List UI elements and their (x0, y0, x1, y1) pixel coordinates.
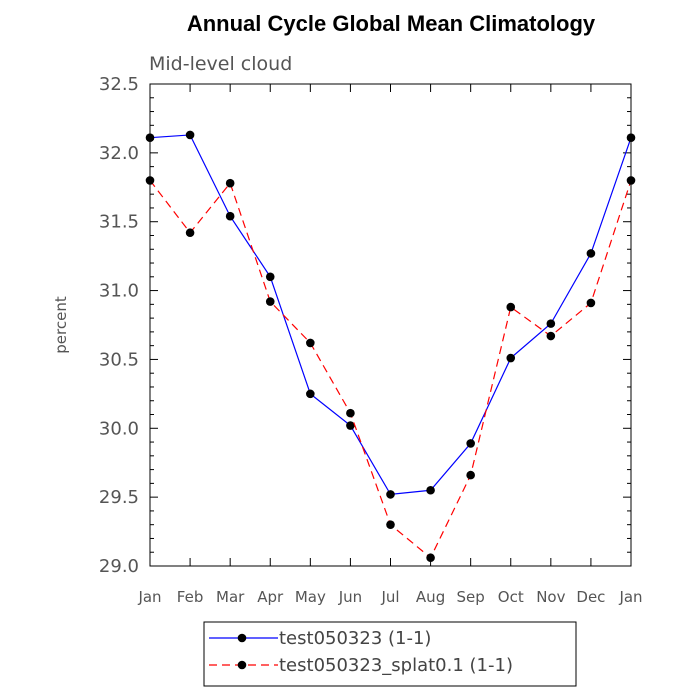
y-tick-label: 31.5 (99, 212, 139, 233)
chart-subtitle: Mid-level cloud (149, 53, 292, 75)
x-tick-label: Nov (536, 588, 565, 606)
data-point (185, 228, 195, 238)
x-tick-label: Oct (498, 588, 524, 606)
data-point (506, 302, 516, 312)
x-tick-label: Jan (137, 588, 161, 606)
data-point (145, 133, 155, 143)
data-point (265, 297, 275, 306)
y-tick-label: 32.0 (99, 143, 139, 164)
data-point (426, 485, 435, 495)
chart-title: Annual Cycle Global Mean Climatology (187, 11, 596, 36)
data-point (626, 176, 636, 185)
legend: test050323 (1-1) test050323_splat0.1 (1-1… (203, 621, 577, 687)
data-point (506, 353, 516, 363)
data-point (426, 553, 435, 563)
legend-marker-2 (237, 660, 247, 670)
x-tick-label: Jan (618, 588, 642, 606)
axes: 29.0 29.5 30.0 30.5 31.0 31.5 32.0 32.5 Jan Feb Ma… (99, 74, 643, 606)
data-point (306, 389, 315, 399)
y-tick-label: 32.5 (99, 74, 139, 95)
y-tick-label: 30.5 (99, 349, 139, 370)
data-point (145, 176, 155, 185)
data-point (386, 520, 395, 529)
x-tick-label: Mar (216, 588, 245, 606)
data-point (586, 249, 596, 258)
data-point (225, 178, 235, 188)
x-tick-label: Jul (380, 588, 399, 606)
data-point (546, 319, 556, 328)
x-tick-label: Jun (338, 588, 362, 606)
data-point (626, 133, 636, 143)
x-tick-label: Feb (177, 588, 204, 606)
data-point (546, 331, 556, 341)
y-tick-label: 30.0 (99, 418, 139, 439)
x-tick-label: Sep (457, 588, 485, 606)
data-point (386, 490, 395, 499)
y-axis-label: percent (52, 296, 70, 354)
series-line-1 (149, 134, 632, 496)
x-tick-label: Dec (576, 588, 605, 606)
data-point (466, 470, 475, 480)
x-tick-label: May (295, 588, 326, 606)
series-line-2 (149, 180, 632, 559)
data-point (225, 211, 235, 221)
x-tick-label: Aug (416, 588, 445, 606)
data-point (346, 408, 355, 418)
data-point (346, 421, 355, 430)
legend-marker-1 (237, 633, 247, 643)
data-point (185, 130, 195, 140)
data-point (466, 439, 475, 448)
y-tick-label: 31.0 (99, 281, 139, 302)
y-tick-label: 29.5 (99, 487, 139, 508)
data-point (265, 272, 275, 282)
legend-label-2: test050323_splat0.1 (1-1) (279, 655, 513, 676)
data-point (586, 298, 596, 308)
data-point (306, 338, 315, 348)
y-tick-label: 29.0 (99, 556, 139, 577)
x-tick-label: Apr (257, 588, 284, 606)
legend-label-1: test050323 (1-1) (279, 628, 431, 649)
series-group (145, 130, 636, 563)
legend-box (203, 621, 577, 687)
